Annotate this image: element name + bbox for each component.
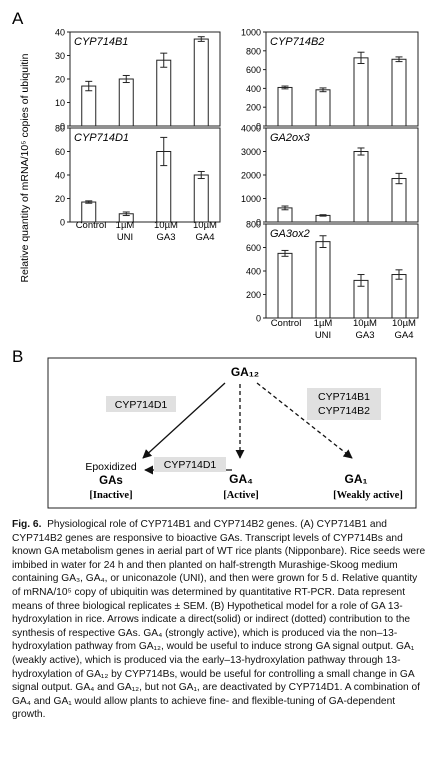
- bar: [315, 89, 331, 127]
- y-tick-label: 0: [256, 314, 261, 324]
- enzyme-cyp714d1-mid: CYP714D1: [164, 459, 217, 471]
- bar: [118, 78, 134, 127]
- bar: [81, 201, 97, 223]
- ga12-node: GA₁₂: [231, 365, 259, 379]
- x-label-10um-ga3: 10µM: [154, 220, 178, 231]
- x-label-10um-ga4: 10µM: [392, 318, 416, 329]
- x-label-ga4: GA4: [195, 232, 214, 243]
- chart-title: CYP714B2: [270, 36, 324, 48]
- panel-a-label: A: [12, 9, 24, 28]
- caption-text: Physiological role of CYP714B1 and CYP71…: [12, 519, 426, 721]
- enzyme-label-cyp714b: [307, 388, 381, 420]
- y-tick-label: 400: [246, 267, 261, 277]
- y-tick-label: 30: [55, 51, 65, 61]
- bar: [193, 38, 209, 127]
- x-label-uni: UNI: [315, 330, 331, 341]
- chart-cyp714b1: CYP714B1 0 10 20 30 40: [55, 28, 221, 132]
- y-tick-label: 800: [246, 220, 261, 230]
- x-label-ga3: GA3: [355, 330, 374, 341]
- x-labels-left: Control 1µM UNI 10µM GA3 10µM GA4: [76, 220, 217, 243]
- bar: [353, 151, 369, 223]
- y-tick-label: 200: [246, 103, 261, 113]
- y-tick-label: 20: [55, 194, 65, 204]
- chart-title: CYP714B1: [74, 36, 128, 48]
- y-tick-label: 200: [246, 290, 261, 300]
- bar: [391, 178, 407, 223]
- x-label-ga4: GA4: [394, 330, 413, 341]
- y-tick-label: 0: [256, 218, 261, 228]
- enzyme-cyp714d1-top: CYP714D1: [115, 399, 168, 411]
- bar: [156, 59, 172, 127]
- bar: [277, 252, 293, 319]
- y-tick-label: 0: [60, 218, 65, 228]
- y-tick-label: 600: [246, 65, 261, 75]
- x-label-10um-ga4: 10µM: [193, 220, 217, 231]
- y-tick-label: 2000: [241, 171, 261, 181]
- caption-fig-label: Fig. 6.: [12, 519, 42, 530]
- y-tick-label: 80: [55, 124, 65, 134]
- ga1-node: GA₁: [345, 472, 368, 486]
- y-tick-label: 60: [55, 147, 65, 157]
- enzyme-label-cyp714d1-top: [106, 396, 176, 412]
- bar: [391, 58, 407, 127]
- bar-charts: CYP714B1010203040CYP714D1020406080CYP714…: [55, 28, 419, 324]
- chart-ga2ox3: GA2ox3 0 1000 2000 3000 4000: [241, 124, 419, 228]
- enzyme-cyp714b1: CYP714B1: [318, 391, 370, 403]
- y-tick-label: 600: [246, 243, 261, 253]
- y-tick-label: 4000: [241, 124, 261, 134]
- ga4-node: GA₄: [229, 472, 253, 486]
- y-tick-label: 1000: [241, 194, 261, 204]
- bar: [81, 85, 97, 127]
- epoxidized-label: Epoxidized: [85, 461, 137, 473]
- x-label-uni: UNI: [117, 232, 133, 243]
- chart-title: CYP714D1: [74, 132, 129, 144]
- enzyme-cyp714b2: CYP714B2: [318, 405, 370, 417]
- x-label-10um-ga3: 10µM: [353, 318, 377, 329]
- x-label-control: Control: [76, 220, 107, 231]
- active-label: [Active]: [223, 490, 259, 501]
- chart-title: GA3ox2: [270, 228, 310, 240]
- y-tick-label: 3000: [241, 147, 261, 157]
- y-tick-label: 10: [55, 98, 65, 108]
- x-label-1um: 1µM: [314, 318, 333, 329]
- bar: [315, 241, 331, 319]
- arrow-ga12-epoxidized: [142, 382, 226, 459]
- y-tick-label: 40: [55, 171, 65, 181]
- chart-cyp714b2: CYP714B2 0 200 400 600 800 1000: [241, 28, 419, 132]
- bar: [391, 274, 407, 319]
- y-axis-label: Relative quantity of mRNA/10⁵ copies of …: [19, 53, 31, 282]
- y-tick-label: 800: [246, 46, 261, 56]
- x-label-control: Control: [271, 318, 302, 329]
- arrow-ga12-ga1: [256, 382, 353, 459]
- x-labels-right: Control 1µM UNI 10µM GA3 10µM GA4: [271, 318, 416, 341]
- weakly-active-label: [Weakly active]: [333, 490, 403, 501]
- bar: [353, 57, 369, 127]
- chart-title: GA2ox3: [270, 132, 311, 144]
- chart-ga3ox2: GA3ox2 0 200 400 600 800: [246, 220, 419, 324]
- chart-cyp714d1: CYP714D1 0 20 40 60 80: [55, 124, 221, 228]
- y-tick-label: 40: [55, 28, 65, 38]
- diagram-frame: [47, 357, 417, 509]
- bar: [193, 174, 209, 223]
- y-tick-label: 20: [55, 75, 65, 85]
- enzyme-label-cyp714d1-mid: [154, 457, 226, 472]
- y-tick-label: 0: [256, 122, 261, 132]
- inactive-label: [Inactive]: [89, 490, 132, 501]
- panel-b-label: B: [12, 347, 23, 366]
- y-tick-label: 400: [246, 84, 261, 94]
- epoxidized-gas: GAs: [99, 475, 123, 487]
- figure-caption: Fig. 6. Physiological role of CYP714B1 a…: [12, 518, 428, 722]
- y-tick-label: 1000: [241, 28, 261, 38]
- x-label-1um: 1µM: [116, 220, 135, 231]
- chart-frame: [265, 31, 419, 127]
- bar: [277, 86, 293, 127]
- y-tick-label: 0: [60, 122, 65, 132]
- x-label-ga3: GA3: [156, 232, 175, 243]
